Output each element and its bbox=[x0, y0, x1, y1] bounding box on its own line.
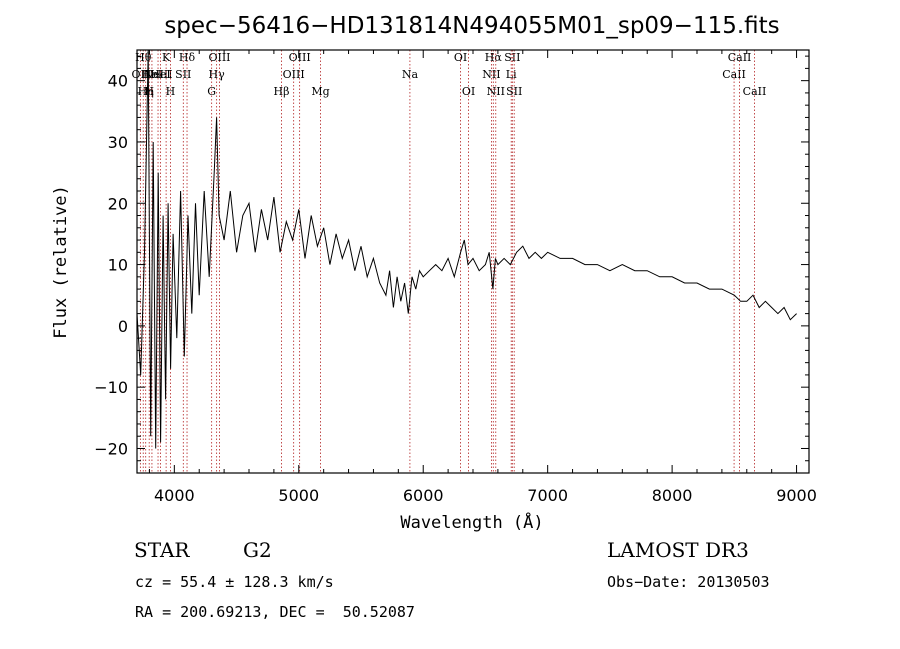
line-marker-label: OIII bbox=[289, 51, 311, 64]
line-marker-label: CaII bbox=[722, 68, 746, 81]
redshift-text: cz = 55.4 ± 128.3 km/s bbox=[135, 573, 334, 591]
y-tick-label: 40 bbox=[108, 72, 128, 91]
coordinates-text: RA = 200.69213, DEC = 50.52087 bbox=[135, 603, 415, 621]
line-marker-label: Hη bbox=[138, 85, 154, 98]
line-marker-label: CaII bbox=[728, 51, 752, 64]
x-tick-label: 8000 bbox=[652, 486, 693, 505]
survey-name: LAMOST DR3 bbox=[607, 538, 749, 562]
line-marker-label: OI bbox=[462, 85, 475, 98]
line-marker-label: Li bbox=[506, 68, 517, 81]
line-marker-label: SII bbox=[504, 51, 520, 64]
y-tick-label: 30 bbox=[108, 133, 128, 152]
y-axis-label: Flux (relative) bbox=[51, 185, 71, 339]
object-class: STAR bbox=[134, 538, 190, 562]
obs-date-text: Obs−Date: 20130503 bbox=[607, 573, 770, 591]
line-marker-label: NeIII bbox=[143, 68, 172, 81]
chart-title: spec−56416−HD131814N494055M01_sp09−115.f… bbox=[164, 13, 779, 39]
plot-frame bbox=[136, 49, 810, 474]
x-tick-label: 5000 bbox=[278, 486, 319, 505]
line-marker-label: OIII bbox=[283, 68, 305, 81]
axis-ticks: 4000 5000 6000 7000 8000 9000 −20 −10 0 10 20 30 40 bbox=[94, 50, 817, 505]
y-tick-label: −20 bbox=[94, 439, 128, 458]
line-marker-label: Hγ bbox=[209, 68, 226, 81]
line-marker-label: OIII bbox=[208, 51, 230, 64]
y-tick-label: −10 bbox=[94, 378, 128, 397]
line-marker-label: Hβ bbox=[274, 85, 290, 98]
y-tick-label: 0 bbox=[118, 317, 128, 336]
line-marker-label: CaII bbox=[743, 85, 767, 98]
line-marker-label: Mg bbox=[311, 85, 329, 98]
x-axis-label: Wavelength (Å) bbox=[400, 511, 543, 533]
x-tick-label: 6000 bbox=[403, 486, 444, 505]
line-marker-label: HeI bbox=[150, 68, 170, 81]
line-marker-label: SII bbox=[506, 85, 522, 98]
line-marker-label: NII bbox=[482, 68, 500, 81]
line-marker-label: G bbox=[207, 85, 216, 98]
x-tick-label: 9000 bbox=[776, 486, 817, 505]
line-marker-label: K bbox=[162, 51, 171, 64]
line-marker-label: OII bbox=[132, 68, 150, 81]
x-tick-label: 7000 bbox=[527, 486, 568, 505]
line-marker-label: H bbox=[166, 85, 176, 98]
line-marker-label: Na bbox=[402, 68, 419, 81]
line-marker-label: NII bbox=[487, 85, 505, 98]
line-marker-label: Hα bbox=[485, 51, 503, 64]
x-tick-label: 4000 bbox=[154, 486, 195, 505]
line-marker-label: OI bbox=[454, 51, 467, 64]
line-marker-label: HeI bbox=[142, 68, 162, 81]
line-marker-label: H bbox=[144, 85, 154, 98]
y-tick-label: 10 bbox=[108, 256, 128, 275]
object-subclass: G2 bbox=[243, 538, 272, 562]
line-marker-label: SII bbox=[175, 68, 191, 81]
spectrum-series-line bbox=[136, 49, 797, 449]
line-marker-label: Hδ bbox=[179, 51, 196, 64]
y-tick-label: 20 bbox=[108, 194, 128, 213]
